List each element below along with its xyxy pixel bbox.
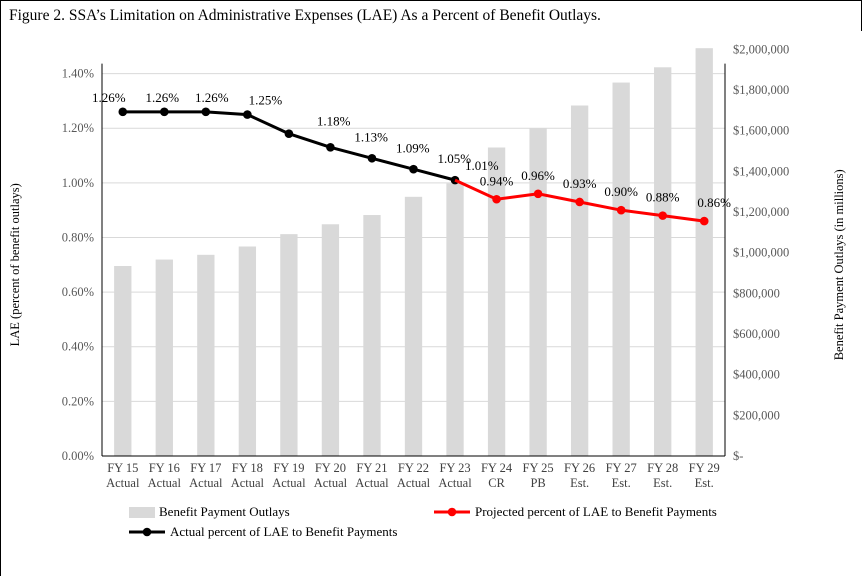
svg-text:$2,000,000: $2,000,000 xyxy=(733,42,789,56)
svg-text:0.94%: 0.94% xyxy=(480,173,514,188)
svg-text:1.26%: 1.26% xyxy=(195,90,229,105)
svg-text:1.18%: 1.18% xyxy=(317,114,351,129)
svg-text:FY 29: FY 29 xyxy=(689,461,720,475)
svg-text:Actual: Actual xyxy=(231,476,265,490)
svg-text:$-: $- xyxy=(733,449,743,463)
svg-text:0.93%: 0.93% xyxy=(563,176,597,191)
svg-text:FY 22: FY 22 xyxy=(398,461,429,475)
svg-text:FY 27: FY 27 xyxy=(606,461,637,475)
svg-text:0.88%: 0.88% xyxy=(646,190,680,205)
svg-text:$1,000,000: $1,000,000 xyxy=(733,246,789,260)
svg-text:Est.: Est. xyxy=(612,476,631,490)
svg-text:1.25%: 1.25% xyxy=(249,93,283,108)
svg-text:Benefit Payment Outlays (in mi: Benefit Payment Outlays (in millions) xyxy=(832,169,846,360)
svg-text:FY 17: FY 17 xyxy=(190,461,221,475)
svg-text:Actual: Actual xyxy=(438,476,472,490)
svg-text:0.90%: 0.90% xyxy=(604,184,638,199)
svg-text:Est.: Est. xyxy=(653,476,672,490)
svg-text:0.00%: 0.00% xyxy=(62,449,94,463)
svg-text:0.80%: 0.80% xyxy=(62,230,94,244)
svg-text:$1,600,000: $1,600,000 xyxy=(733,124,789,138)
svg-text:$600,000: $600,000 xyxy=(733,327,780,341)
svg-text:FY 16: FY 16 xyxy=(149,461,180,475)
svg-text:Actual: Actual xyxy=(106,476,140,490)
svg-text:1.20%: 1.20% xyxy=(62,121,94,135)
svg-text:Actual: Actual xyxy=(148,476,182,490)
svg-text:$200,000: $200,000 xyxy=(733,408,780,422)
svg-text:FY 19: FY 19 xyxy=(273,461,304,475)
svg-text:Benefit Payment Outlays: Benefit Payment Outlays xyxy=(159,504,290,519)
svg-text:LAE (percent of benefit outlay: LAE (percent of benefit outlays) xyxy=(8,183,22,346)
svg-text:1.26%: 1.26% xyxy=(146,90,180,105)
svg-text:1.01%: 1.01% xyxy=(465,158,499,173)
svg-text:1.13%: 1.13% xyxy=(354,129,388,144)
svg-text:FY 15: FY 15 xyxy=(107,461,138,475)
svg-text:FY 24: FY 24 xyxy=(481,461,513,475)
svg-text:0.40%: 0.40% xyxy=(62,340,94,354)
svg-text:FY 28: FY 28 xyxy=(647,461,678,475)
svg-text:Actual percent of LAE to Benef: Actual percent of LAE to Benefit Payment… xyxy=(170,524,397,539)
svg-text:1.00%: 1.00% xyxy=(62,176,94,190)
svg-text:Est.: Est. xyxy=(695,476,714,490)
svg-text:1.40%: 1.40% xyxy=(62,67,94,81)
svg-text:1.09%: 1.09% xyxy=(396,140,430,155)
svg-text:0.96%: 0.96% xyxy=(521,168,555,183)
svg-text:FY 18: FY 18 xyxy=(232,461,263,475)
svg-text:$1,200,000: $1,200,000 xyxy=(733,205,789,219)
svg-text:Actual: Actual xyxy=(355,476,389,490)
svg-text:$1,400,000: $1,400,000 xyxy=(733,164,789,178)
svg-text:0.60%: 0.60% xyxy=(62,285,94,299)
svg-text:0.86%: 0.86% xyxy=(697,195,731,210)
svg-text:Actual: Actual xyxy=(397,476,431,490)
svg-text:CR: CR xyxy=(488,476,505,490)
svg-text:1.26%: 1.26% xyxy=(92,90,126,105)
svg-text:FY 23: FY 23 xyxy=(439,461,470,475)
svg-text:$400,000: $400,000 xyxy=(733,368,780,382)
svg-text:0.20%: 0.20% xyxy=(62,394,94,408)
svg-text:Projected percent of LAE to Be: Projected percent of LAE to Benefit Paym… xyxy=(475,504,717,519)
svg-text:Actual: Actual xyxy=(314,476,348,490)
svg-text:FY 21: FY 21 xyxy=(356,461,387,475)
svg-text:FY 20: FY 20 xyxy=(315,461,346,475)
svg-text:FY 25: FY 25 xyxy=(523,461,554,475)
svg-text:PB: PB xyxy=(530,476,545,490)
svg-text:$800,000: $800,000 xyxy=(733,286,780,300)
svg-text:FY 26: FY 26 xyxy=(564,461,595,475)
svg-text:$1,800,000: $1,800,000 xyxy=(733,83,789,97)
svg-text:Actual: Actual xyxy=(272,476,306,490)
svg-text:Est.: Est. xyxy=(570,476,589,490)
svg-text:Actual: Actual xyxy=(189,476,223,490)
